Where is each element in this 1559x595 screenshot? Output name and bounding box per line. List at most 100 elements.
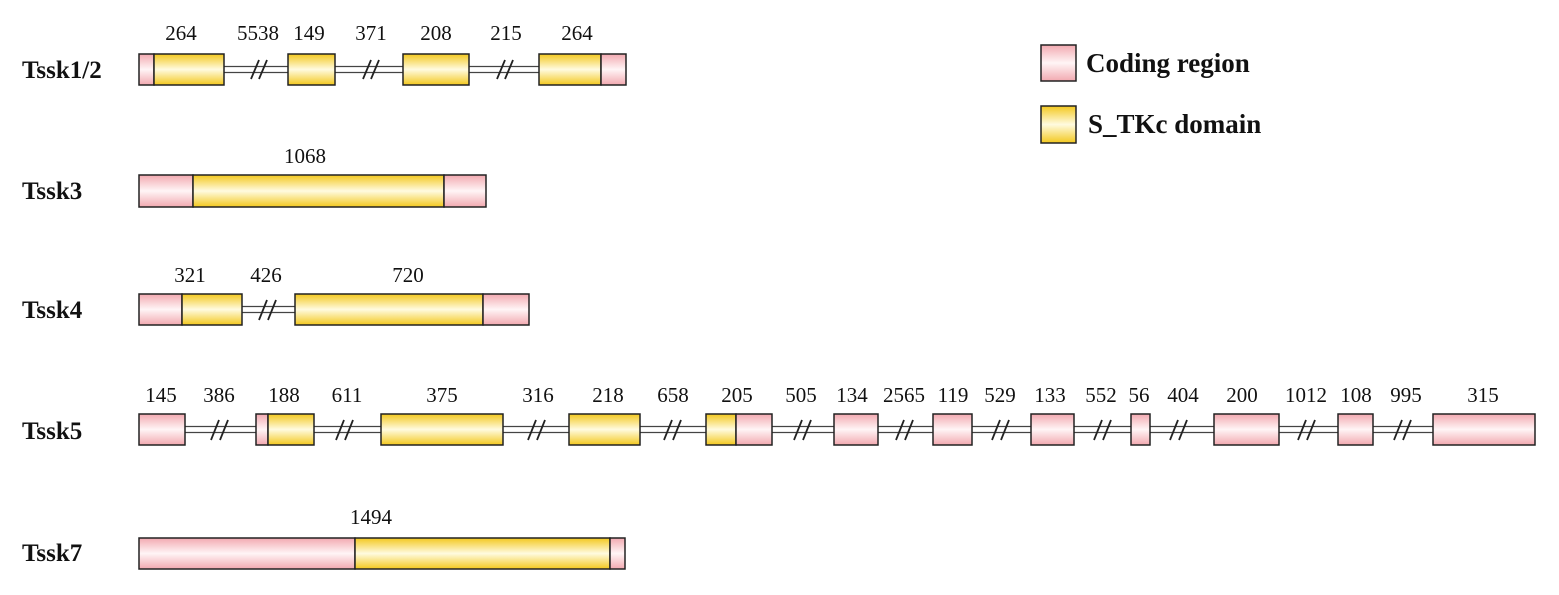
- length-label: 208: [420, 21, 452, 45]
- legend-label-domain: S_TKc domain: [1088, 109, 1261, 139]
- domain-segment: [153, 53, 225, 86]
- domain-segment: [287, 53, 336, 86]
- coding-segment: [609, 537, 626, 570]
- coding-segment: [138, 413, 186, 446]
- legend-swatch-coding: [1040, 44, 1077, 82]
- break-mark: [504, 59, 514, 80]
- length-label: 264: [165, 21, 197, 45]
- domain-segment: [568, 413, 641, 446]
- gene-track-tssk1-2: [138, 53, 627, 86]
- break-mark: [895, 419, 905, 441]
- break-mark: [267, 299, 277, 321]
- break-mark: [793, 419, 803, 441]
- coding-segment: [833, 413, 879, 446]
- coding-segment: [600, 53, 627, 86]
- coding-segment: [1030, 413, 1075, 446]
- domain-segment: [705, 413, 737, 446]
- coding-segment: [932, 413, 973, 446]
- length-label: 321: [174, 263, 206, 287]
- gene-label-tssk3: Tssk3: [22, 178, 82, 205]
- length-label: 995: [1390, 383, 1422, 407]
- break-mark: [991, 419, 1001, 441]
- break-mark: [1000, 419, 1010, 441]
- break-mark: [1102, 419, 1112, 441]
- break-mark: [1169, 419, 1179, 441]
- domain-segment: [192, 174, 445, 208]
- length-label: 134: [836, 383, 868, 407]
- legend: Coding region S_TKc domain: [1040, 44, 1261, 144]
- length-label: 119: [938, 383, 969, 407]
- gene-label-tssk1-2: Tssk1/2: [22, 57, 102, 84]
- domain-segment: [354, 537, 611, 570]
- length-label: 658: [657, 383, 689, 407]
- break-mark: [1093, 419, 1103, 441]
- length-label: 315: [1467, 383, 1499, 407]
- length-label: 426: [250, 263, 282, 287]
- gene-track-tssk7: [138, 537, 626, 570]
- break-mark: [1402, 419, 1412, 441]
- length-label: 205: [721, 383, 753, 407]
- length-label: 56: [1129, 383, 1150, 407]
- length-label: 215: [490, 21, 522, 45]
- gene-track-tssk4: [138, 293, 530, 326]
- break-mark: [663, 419, 673, 441]
- length-label: 2565: [883, 383, 925, 407]
- gene-label-tssk7: Tssk7: [22, 540, 82, 567]
- coding-segment: [1432, 413, 1536, 446]
- break-mark: [362, 59, 372, 80]
- coding-segment: [443, 174, 487, 208]
- break-mark: [258, 59, 268, 80]
- break-mark: [1306, 419, 1316, 441]
- break-mark: [672, 419, 682, 441]
- length-label: 386: [203, 383, 235, 407]
- break-mark: [496, 59, 506, 80]
- length-label: 264: [561, 21, 593, 45]
- legend-swatch-domain: [1040, 105, 1077, 144]
- break-mark: [210, 419, 220, 441]
- break-mark: [904, 419, 914, 441]
- break-mark: [219, 419, 229, 441]
- length-label: 505: [785, 383, 817, 407]
- coding-segment: [138, 537, 356, 570]
- length-label: 1068: [284, 144, 326, 168]
- length-label: 145: [145, 383, 177, 407]
- break-mark: [344, 419, 354, 441]
- length-label: 133: [1034, 383, 1066, 407]
- length-label: 200: [1226, 383, 1258, 407]
- length-label: 720: [392, 263, 424, 287]
- coding-segment: [255, 413, 269, 446]
- length-label: 1012: [1285, 383, 1327, 407]
- length-label: 5538: [237, 21, 279, 45]
- break-mark: [370, 59, 380, 80]
- domain-segment: [402, 53, 470, 86]
- legend-label-coding: Coding region: [1086, 48, 1250, 78]
- domain-segment: [538, 53, 602, 86]
- coding-segment: [138, 53, 155, 86]
- length-label: 552: [1085, 383, 1117, 407]
- break-mark: [335, 419, 345, 441]
- coding-segment: [138, 174, 194, 208]
- coding-segment: [1213, 413, 1280, 446]
- length-label: 404: [1167, 383, 1199, 407]
- coding-segment: [482, 293, 530, 326]
- length-label: 611: [332, 383, 363, 407]
- break-mark: [536, 419, 546, 441]
- break-mark: [1393, 419, 1403, 441]
- length-label: 218: [592, 383, 624, 407]
- coding-segment: [1337, 413, 1374, 446]
- length-label: 149: [293, 21, 325, 45]
- break-mark: [802, 419, 812, 441]
- length-label: 108: [1340, 383, 1372, 407]
- length-label: 316: [522, 383, 554, 407]
- break-mark: [1297, 419, 1307, 441]
- break-mark: [250, 59, 260, 80]
- length-label: 188: [268, 383, 300, 407]
- coding-segment: [1130, 413, 1151, 446]
- length-label: 371: [355, 21, 387, 45]
- domain-segment: [267, 413, 315, 446]
- break-mark: [258, 299, 268, 321]
- length-label: 529: [984, 383, 1016, 407]
- length-label: 1494: [350, 505, 393, 529]
- coding-segment: [138, 293, 183, 326]
- break-mark: [527, 419, 537, 441]
